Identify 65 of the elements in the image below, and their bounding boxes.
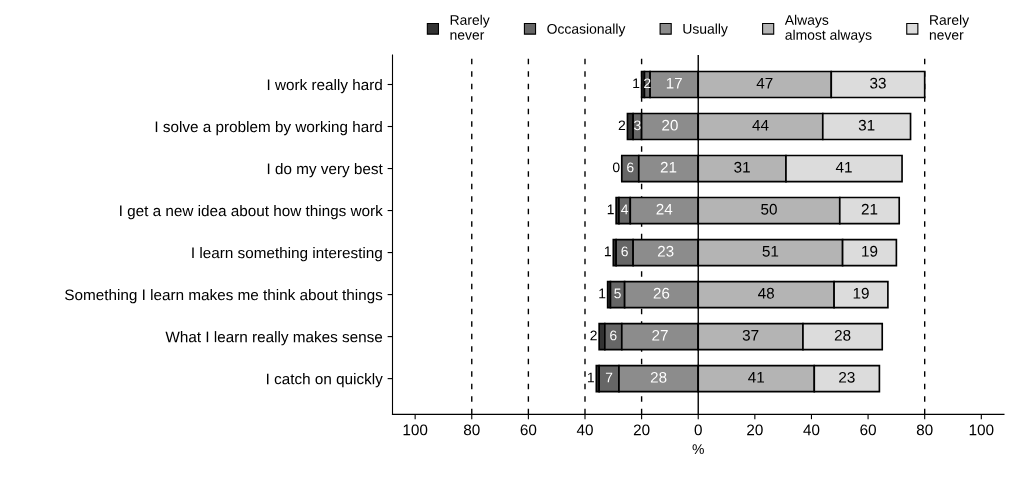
y-tick-label: I learn something interesting bbox=[192, 247, 382, 262]
data-label: 33 bbox=[870, 77, 886, 89]
data-label: 37 bbox=[742, 329, 759, 341]
x-tick-label: 60 bbox=[860, 424, 876, 436]
data-label: 17 bbox=[666, 77, 682, 89]
data-label: 19 bbox=[862, 245, 878, 257]
data-label: 26 bbox=[653, 287, 670, 299]
data-label: 27 bbox=[652, 329, 668, 341]
data-label: 50 bbox=[761, 203, 777, 215]
data-label: 47 bbox=[756, 77, 773, 89]
x-tick-label: 80 bbox=[463, 424, 480, 436]
x-tick-label: 60 bbox=[520, 424, 537, 436]
data-label: 1 bbox=[587, 372, 594, 383]
data-label: 31 bbox=[858, 119, 875, 131]
data-label: 1 bbox=[607, 204, 614, 215]
data-label: 1 bbox=[604, 246, 611, 257]
data-label: 5 bbox=[614, 288, 621, 299]
data-label: 23 bbox=[657, 245, 674, 257]
y-tick-label: I solve a problem by working hard bbox=[155, 120, 382, 136]
data-label: 31 bbox=[734, 161, 750, 173]
y-tick-label: I do my very best bbox=[267, 163, 383, 178]
data-label: 1 bbox=[633, 78, 640, 89]
y-tick-label: I catch on quickly bbox=[267, 373, 383, 388]
data-label: 21 bbox=[660, 161, 677, 173]
legend-label: Rarely never bbox=[929, 14, 970, 40]
x-tick-label: 20 bbox=[747, 424, 763, 436]
data-label: 51 bbox=[762, 246, 779, 257]
data-label: 1 bbox=[599, 288, 606, 299]
data-label: 6 bbox=[610, 330, 617, 341]
data-label: 24 bbox=[656, 203, 673, 215]
data-label: 2 bbox=[590, 330, 597, 341]
x-tick-label: 80 bbox=[916, 424, 933, 436]
data-label: 2 bbox=[644, 78, 651, 89]
x-tick-label: 20 bbox=[633, 424, 650, 436]
x-axis-title: % bbox=[692, 444, 704, 454]
data-label: 19 bbox=[853, 287, 869, 299]
data-label: 23 bbox=[839, 371, 855, 383]
data-label: 2 bbox=[618, 120, 626, 131]
x-tick-label: 0 bbox=[694, 424, 702, 436]
data-label: 4 bbox=[621, 204, 629, 215]
x-tick-label: 40 bbox=[803, 424, 820, 436]
data-label: 20 bbox=[662, 119, 678, 131]
y-tick-label: I get a new idea about how things work bbox=[120, 205, 383, 220]
y-tick-label: What I learn really makes sense bbox=[165, 331, 383, 346]
x-tick-label: 100 bbox=[969, 424, 994, 436]
y-tick-label: Something I learn makes me think about things bbox=[65, 289, 383, 304]
data-label: 21 bbox=[861, 203, 878, 215]
y-tick-label: I work really hard bbox=[267, 78, 382, 94]
legend-label: Always almost always bbox=[784, 14, 872, 43]
legend-label: Occasionally bbox=[547, 23, 626, 37]
data-label: 0 bbox=[612, 162, 620, 173]
legend-label: Rarely never bbox=[450, 14, 490, 40]
data-label: 41 bbox=[835, 161, 852, 173]
data-label: 48 bbox=[758, 287, 774, 299]
x-tick-label: 100 bbox=[403, 424, 428, 436]
data-label: 6 bbox=[627, 162, 634, 173]
data-label: 3 bbox=[634, 120, 641, 131]
data-label: 28 bbox=[650, 371, 667, 383]
x-tick-label: 40 bbox=[576, 424, 593, 436]
legend-label: Usually bbox=[683, 23, 728, 37]
data-label: 6 bbox=[621, 246, 628, 257]
data-label: 7 bbox=[605, 372, 613, 383]
data-label: 41 bbox=[748, 372, 765, 383]
data-label: 44 bbox=[752, 119, 769, 131]
data-label: 28 bbox=[834, 329, 851, 341]
